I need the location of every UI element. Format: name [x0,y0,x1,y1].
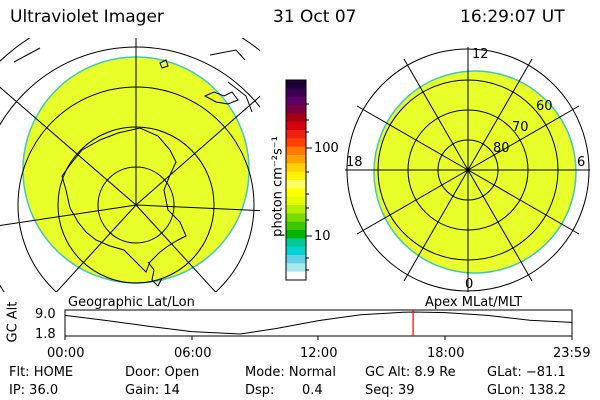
altitude-xtick-1200: 12:00 [300,346,338,361]
coastline-north [13,47,253,113]
coastline-fragment [203,91,239,105]
colorbar-segment [286,246,306,256]
colorbar-segment [286,163,306,173]
colorbar-segment [286,130,306,139]
colorbar-frame [285,79,307,281]
colorbar-segment [286,121,306,131]
colorbar-segment [286,113,306,123]
status-gc-alt: GC Alt: 8.9 Re [365,365,456,380]
altitude-plot-frame [64,309,573,337]
colorbar-segment [286,230,306,239]
status-dsp-value: 0.4 [302,383,323,398]
colorbar-ticks [306,103,312,271]
colorbar-segment [286,105,306,114]
colorbar-segment [286,238,306,248]
mlt-label-12: 12 [472,47,489,62]
altitude-ytick-min: 1.8 [35,327,56,342]
colorbar-segment [286,96,306,106]
altitude-xtick-1800: 18:00 [427,346,465,361]
colorbar-tick-10: 10 [314,229,331,244]
status-gain: Gain: 14 [125,383,180,398]
status-glat: GLat: −81.1 [487,365,566,380]
emission-edge [373,70,577,274]
altitude-plot [64,309,573,340]
altitude-ylabel: GC Alt [5,301,21,343]
image-date: 31 Oct 07 [273,7,357,27]
altitude-xticks [64,336,573,340]
altitude-xtick-0000: 00:00 [47,346,85,361]
right-panel-caption: Apex MLat/MLT [425,295,523,310]
altitude-ytick-max: 9.0 [35,307,56,322]
colorbar-segment [286,180,306,189]
status-ip: IP: 36.0 [9,383,59,398]
mlat-label-80: 80 [493,141,510,156]
coastline-antarctica [61,127,187,273]
colorbar-segment [286,255,306,264]
auroral-emission-fill [374,71,576,273]
coastline-fragment-2 [159,59,169,69]
status-door: Door: Open [125,365,200,380]
mlt-label-0: 0 [465,277,474,292]
colorbar-segment [286,196,306,206]
colorbar-segment [286,155,306,164]
instrument-title: Ultraviolet Imager [10,7,164,27]
coastline-peninsula [147,261,163,287]
colorbar-segment [286,263,306,273]
status-mode: Mode: Normal [245,365,336,380]
mlt-label-18: 18 [346,155,363,170]
colorbar-segment [286,188,306,198]
mlt-meridians [345,47,590,292]
status-dsp-label: Dsp: [245,383,275,398]
colorbar [286,80,306,281]
left-panel-caption: Geographic Lat/Lon [68,295,195,310]
geographic-grid [0,38,260,292]
colorbar-segment [286,138,306,148]
colorbar-segment [286,146,306,156]
status-flt: Flt: HOME [9,365,74,380]
colorbar-segment [286,271,306,281]
mlt-label-6: 6 [577,155,586,170]
image-time: 16:29:07 UT [460,7,565,27]
status-seq: Seq: 39 [365,383,415,398]
colorbar-segment [286,171,306,181]
colorbar-tick-100: 100 [314,141,339,156]
mlat-label-70: 70 [512,120,529,135]
status-glon: GLon: 138.2 [487,383,567,398]
gc-alt-line [64,311,572,335]
magnetic-image-panel [345,47,590,292]
colorbar-label: photon cm⁻²s⁻¹ [270,136,286,237]
geographic-image-panel [0,38,260,292]
colorbar-segment [286,205,306,214]
colorbar-segment [286,80,306,89]
colorbar-segment [286,221,306,231]
colorbar-segment [286,88,306,98]
altitude-xtick-2359: 23:59 [553,346,591,361]
colorbar-segment [286,213,306,223]
altitude-xtick-0600: 06:00 [174,346,212,361]
mlat-label-60: 60 [536,99,553,114]
